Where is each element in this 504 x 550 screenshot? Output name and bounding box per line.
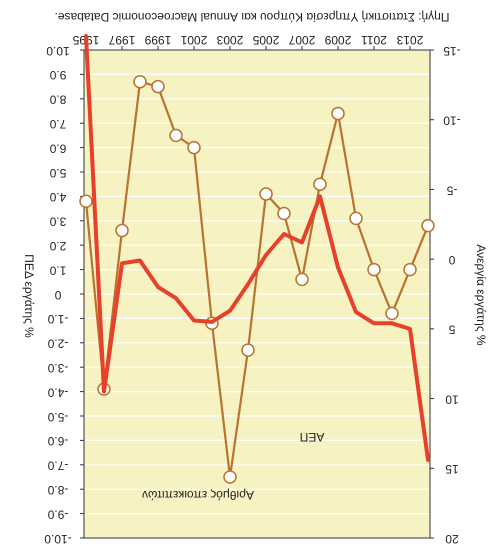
data-point — [385, 306, 399, 321]
right-tick-label: 5 — [448, 323, 455, 337]
left-tick-label: 7.0 — [49, 117, 66, 131]
data-point — [187, 140, 201, 155]
left-tick-label: 10.0 — [46, 44, 70, 58]
left-tick-label: 3.0 — [49, 215, 66, 229]
data-point — [331, 106, 345, 121]
data-point — [295, 272, 309, 287]
x-tick-label: 2005 — [252, 33, 279, 47]
x-tick-label: 2011 — [361, 33, 387, 47]
grid — [84, 49, 430, 539]
left-tick-label: 0 — [54, 288, 61, 302]
left-tick-label: -7.0 — [47, 459, 68, 473]
x-tick-label: 2013 — [396, 33, 423, 47]
right-tick-label: 0 — [448, 253, 455, 267]
left-tick-label: 6.0 — [49, 141, 66, 155]
left-axis: -10.0 -9.0 -8.0 -7.0 -6.0 -5.0 -4.0 -3.0 -2.0 -1.… — [44, 44, 84, 546]
left-tick-label: -3.0 — [47, 361, 68, 375]
x-tick-label: 2003 — [216, 33, 243, 47]
x-tick-label: 1999 — [144, 33, 171, 47]
data-point — [169, 128, 183, 143]
left-tick-label: 8.0 — [49, 93, 66, 107]
left-tick-label: 9.0 — [49, 68, 66, 82]
data-point — [421, 218, 435, 233]
left-tick-label: 4.0 — [49, 190, 66, 204]
left-tick-label: -1.0 — [47, 312, 68, 326]
left-tick-label: -6.0 — [47, 434, 68, 448]
left-tick-label: 5.0 — [49, 166, 66, 180]
data-point — [115, 223, 129, 238]
data-point — [151, 79, 165, 94]
left-tick-label: -10.0 — [44, 532, 72, 546]
x-tick-label: 1997 — [108, 33, 135, 47]
right-tick-label: 20 — [445, 532, 459, 546]
right-tick-label: 10 — [445, 392, 459, 406]
x-tick-label: 2007 — [288, 33, 315, 47]
series-layer — [79, 34, 435, 484]
right-tick-label: -5 — [446, 183, 457, 197]
left-tick-label: -2.0 — [47, 337, 68, 351]
data-point — [403, 262, 417, 277]
right-tick-label: -10 — [443, 114, 461, 128]
left-tick-label: -5.0 — [47, 410, 68, 424]
series-line-gdp — [84, 34, 430, 462]
left-tick-label: 1.0 — [49, 263, 66, 277]
x-tick-label: 2001 — [180, 33, 207, 47]
right-tick-label: 15 — [445, 462, 459, 476]
data-point — [313, 177, 327, 191]
series-label-employment: Αριθμός εποικεπιτών — [142, 488, 254, 502]
left-tick-label: 2.0 — [49, 239, 66, 253]
x-tick-label: 2009 — [324, 33, 351, 47]
source-note: Πηγή: Στατιστική Υπηρεσία Κύπρου και Ann… — [55, 10, 450, 24]
data-point — [241, 343, 255, 357]
right-axis: -15 -10 -5 0 5 10 15 20 — [430, 44, 461, 546]
data-point — [349, 211, 363, 226]
left-tick-label: -9.0 — [47, 507, 68, 521]
right-tick-label: -15 — [443, 44, 461, 58]
x-axis: 1995 1997 1999 2001 2003 2005 2007 2009 2011 2013 — [72, 33, 423, 50]
data-point — [79, 194, 93, 209]
left-axis-title: ΠΕΔ εργάτης % — [22, 254, 36, 338]
data-point — [133, 74, 147, 89]
left-tick-label: -8.0 — [47, 483, 68, 497]
data-point — [259, 187, 273, 201]
data-point — [367, 262, 381, 277]
left-tick-label: -4.0 — [47, 385, 68, 399]
right-axis-title: Ανεργία εργάτης % — [474, 244, 488, 346]
series-label-gdp: ΑΕΠ — [300, 430, 325, 444]
data-point — [223, 470, 237, 484]
data-point — [277, 206, 291, 221]
